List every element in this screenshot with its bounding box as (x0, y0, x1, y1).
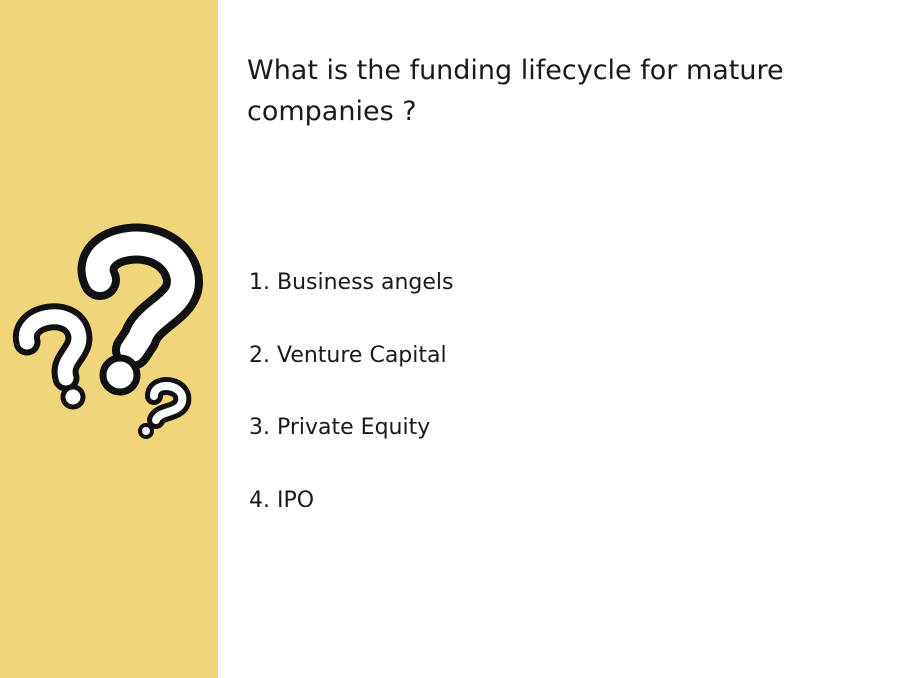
list-item: 1. Business angels (249, 270, 454, 295)
medium-question-mark (12, 303, 93, 410)
small-question-mark (138, 377, 192, 439)
large-question-mark (77, 223, 203, 396)
list-item: 2. Venture Capital (249, 342, 447, 368)
sidebar-panel (0, 0, 218, 678)
funding-lifecycle-list: 1. Business angels 2. Venture Capital 3.… (249, 266, 454, 556)
slide-title: What is the funding lifecycle for mature… (247, 55, 784, 127)
question-marks-icon (12, 223, 203, 439)
list-item: 3. Private Equity (249, 415, 431, 440)
list-item: 4. IPO (249, 487, 315, 513)
